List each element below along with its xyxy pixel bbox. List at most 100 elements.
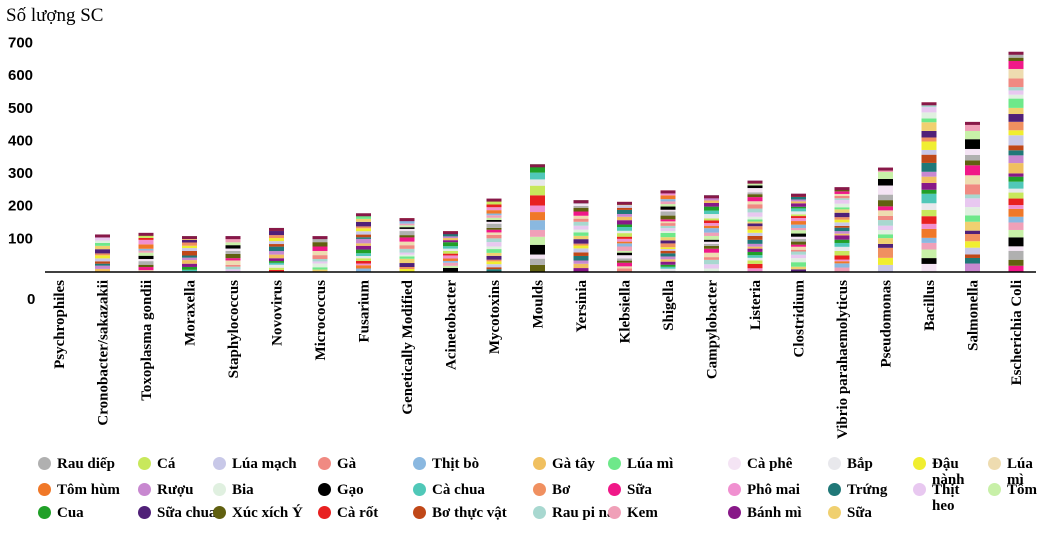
bar-segment <box>486 227 502 230</box>
legend-swatch <box>828 483 841 496</box>
x-tick-label: Escherichia Coli <box>1009 280 1025 385</box>
y-tick-label: 300 <box>8 165 33 182</box>
bar-segment <box>443 262 458 266</box>
bar-segment <box>965 148 980 156</box>
x-axis-ticks: Psychrophiles Cronobacter/sakazakii Toxopl… <box>52 279 1025 439</box>
bar-segment <box>443 232 458 237</box>
bar-segment <box>138 244 154 249</box>
bar-segment <box>269 258 284 262</box>
y-tick-label: 200 <box>8 198 33 215</box>
bar-segment <box>660 268 676 272</box>
legend-item: Bánh mì <box>728 505 802 521</box>
bar-segment <box>530 164 545 173</box>
bar-segment <box>356 218 371 222</box>
bar-segment <box>617 233 632 237</box>
bar-segment <box>356 228 371 232</box>
bar-segment <box>791 249 806 252</box>
bar-segment <box>704 257 719 260</box>
bar-segment <box>878 206 893 211</box>
bar-segment <box>921 112 937 119</box>
bar-segment <box>965 121 980 131</box>
bar-segment <box>921 141 937 150</box>
bar-segment <box>1008 198 1024 206</box>
bar-segment <box>965 155 980 161</box>
bar-segment <box>443 255 458 259</box>
bar-segment <box>1008 98 1024 108</box>
bar-segment <box>399 268 415 272</box>
bar-segment <box>573 248 589 253</box>
x-tick-label: Novovirus <box>270 280 286 346</box>
bar-segment <box>356 268 371 272</box>
legend-item: Rau pi na <box>533 505 615 521</box>
bar-segment <box>1008 121 1024 131</box>
bar-segment <box>834 255 850 260</box>
bar-segment <box>921 107 937 113</box>
legend-label: Bơ thực vật <box>432 505 507 521</box>
bar-top <box>356 213 371 217</box>
x-tick-label: Fusarium <box>357 280 373 343</box>
bar-segment <box>660 240 676 244</box>
legend-label: Rau pi na <box>552 505 615 521</box>
bar-segment <box>704 210 719 215</box>
bar-segment <box>921 149 937 155</box>
bar-segment <box>1008 265 1024 272</box>
x-tick-label: Psychrophiles <box>52 280 68 369</box>
bar-segment <box>95 265 110 269</box>
bar-segment <box>747 226 763 230</box>
bar-segment <box>747 219 763 222</box>
bar-segment <box>1008 250 1024 260</box>
bar-segment <box>921 242 937 250</box>
legend-item: Cua <box>38 505 84 521</box>
bar-segment <box>312 267 328 270</box>
bar-segment <box>530 212 545 221</box>
bar-segment <box>486 223 502 228</box>
legend-label: Gà tây <box>552 456 595 472</box>
bar-segment <box>704 232 719 236</box>
bar-segment <box>747 216 763 220</box>
bar-segment <box>486 207 502 211</box>
bar-segment <box>747 185 763 189</box>
bar-segment <box>834 242 850 247</box>
legend-swatch <box>728 506 741 519</box>
bar-top <box>95 234 110 238</box>
legend-item: Sữa <box>828 505 872 521</box>
y-axis-label: Số lượng SC <box>6 5 103 26</box>
legend-item: Phô mai <box>728 482 800 498</box>
bar-segment <box>921 137 937 142</box>
legend-item: Lúa mì <box>988 456 1040 488</box>
bar-segment <box>617 230 632 234</box>
bar-segment <box>921 118 937 123</box>
bar-segment <box>399 258 415 264</box>
bar-segment <box>965 257 980 264</box>
legend-item: Sữa chua <box>138 505 216 521</box>
bar-segment <box>95 245 110 250</box>
y-axis-ticks: 100 200 300 400 500 600 700 0 <box>8 35 35 308</box>
bar-segment <box>617 243 632 247</box>
legend-item: Lúa mì <box>608 456 673 472</box>
bar-segment <box>660 261 676 265</box>
legend-swatch <box>533 483 546 496</box>
bar-segment <box>182 255 197 258</box>
bar-segment <box>1008 150 1024 156</box>
bar-segment <box>486 221 502 224</box>
bar-segment <box>486 249 502 253</box>
bar-segment <box>182 245 197 249</box>
bar-segment <box>747 268 763 272</box>
legend-label: Sữa <box>627 482 652 498</box>
x-tick-label: Genetically Modified <box>400 279 416 414</box>
bar-segment <box>486 217 502 220</box>
bar-segment <box>530 258 545 265</box>
x-tick-label: Clostridium <box>792 280 808 358</box>
bar-segment <box>443 242 458 247</box>
bar-segment <box>878 185 893 195</box>
bar-segment <box>312 237 328 243</box>
bar-segment <box>921 122 937 131</box>
bar-segment <box>1008 222 1024 230</box>
legend-swatch <box>913 457 926 470</box>
bar-segment <box>356 265 371 269</box>
bar-segment <box>486 201 502 205</box>
bar-segment <box>921 216 937 224</box>
bar-segment <box>791 239 806 242</box>
legend-swatch <box>913 483 926 496</box>
bar-segment <box>95 240 110 244</box>
